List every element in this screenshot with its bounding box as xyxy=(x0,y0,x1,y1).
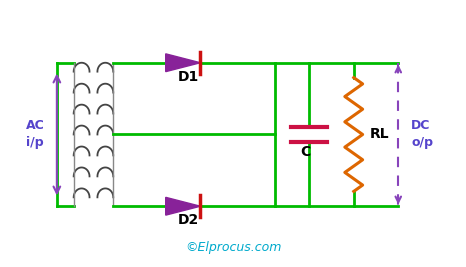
Text: AC
i/p: AC i/p xyxy=(26,120,44,150)
Text: DC
o/p: DC o/p xyxy=(411,120,433,150)
Text: RL: RL xyxy=(370,127,389,142)
Text: D1: D1 xyxy=(178,70,199,84)
Polygon shape xyxy=(166,54,200,72)
Text: D2: D2 xyxy=(178,213,199,227)
Text: C: C xyxy=(300,145,310,159)
Text: ©Elprocus.com: ©Elprocus.com xyxy=(185,241,281,254)
Polygon shape xyxy=(166,197,200,215)
